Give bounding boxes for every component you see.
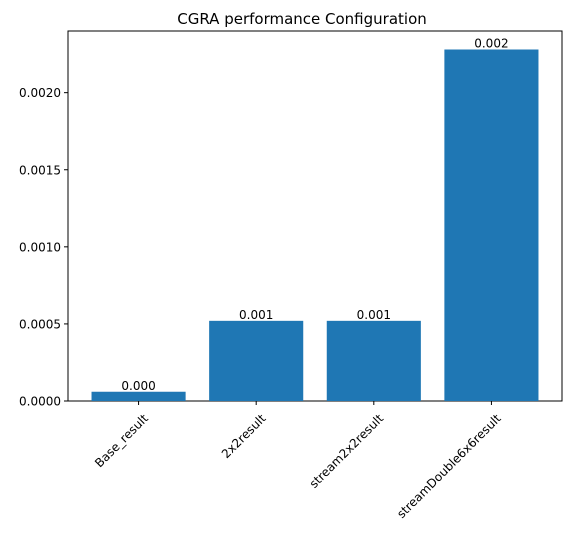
- y-tick-label-1: 0.0005: [19, 317, 61, 331]
- plot-frame: [67, 30, 563, 402]
- x-tick-label-1: 2x2result: [219, 411, 269, 461]
- bar-value-label-2: 0.001: [357, 308, 391, 322]
- bar-labels-group: 0.000 0.001 0.001 0.002: [121, 37, 508, 393]
- y-tick-label-0: 0.0000: [19, 395, 61, 409]
- bar-3: [444, 49, 539, 401]
- bar-value-label-3: 0.002: [474, 37, 508, 51]
- y-axis: 0.0000 0.0005 0.0010 0.0015 0.0020: [19, 86, 68, 409]
- bar-1: [209, 320, 304, 401]
- bar-value-label-0: 0.000: [121, 379, 155, 393]
- x-tick-label-0: Base_result: [92, 411, 151, 470]
- bar-2: [326, 320, 421, 401]
- x-tick-label-2: stream2x2result: [307, 411, 387, 491]
- x-axis: Base_result 2x2result stream2x2result strea…: [92, 401, 504, 521]
- bar-0: [91, 391, 186, 401]
- bars-group: [91, 49, 539, 401]
- chart-title: CGRA performance Configuration: [177, 10, 427, 28]
- x-tick-label-3: streamDouble6x6result: [394, 411, 504, 521]
- bar-value-label-1: 0.001: [239, 308, 273, 322]
- y-tick-label-2: 0.0010: [19, 240, 61, 254]
- y-tick-label-3: 0.0015: [19, 163, 61, 177]
- y-tick-label-4: 0.0020: [19, 86, 61, 100]
